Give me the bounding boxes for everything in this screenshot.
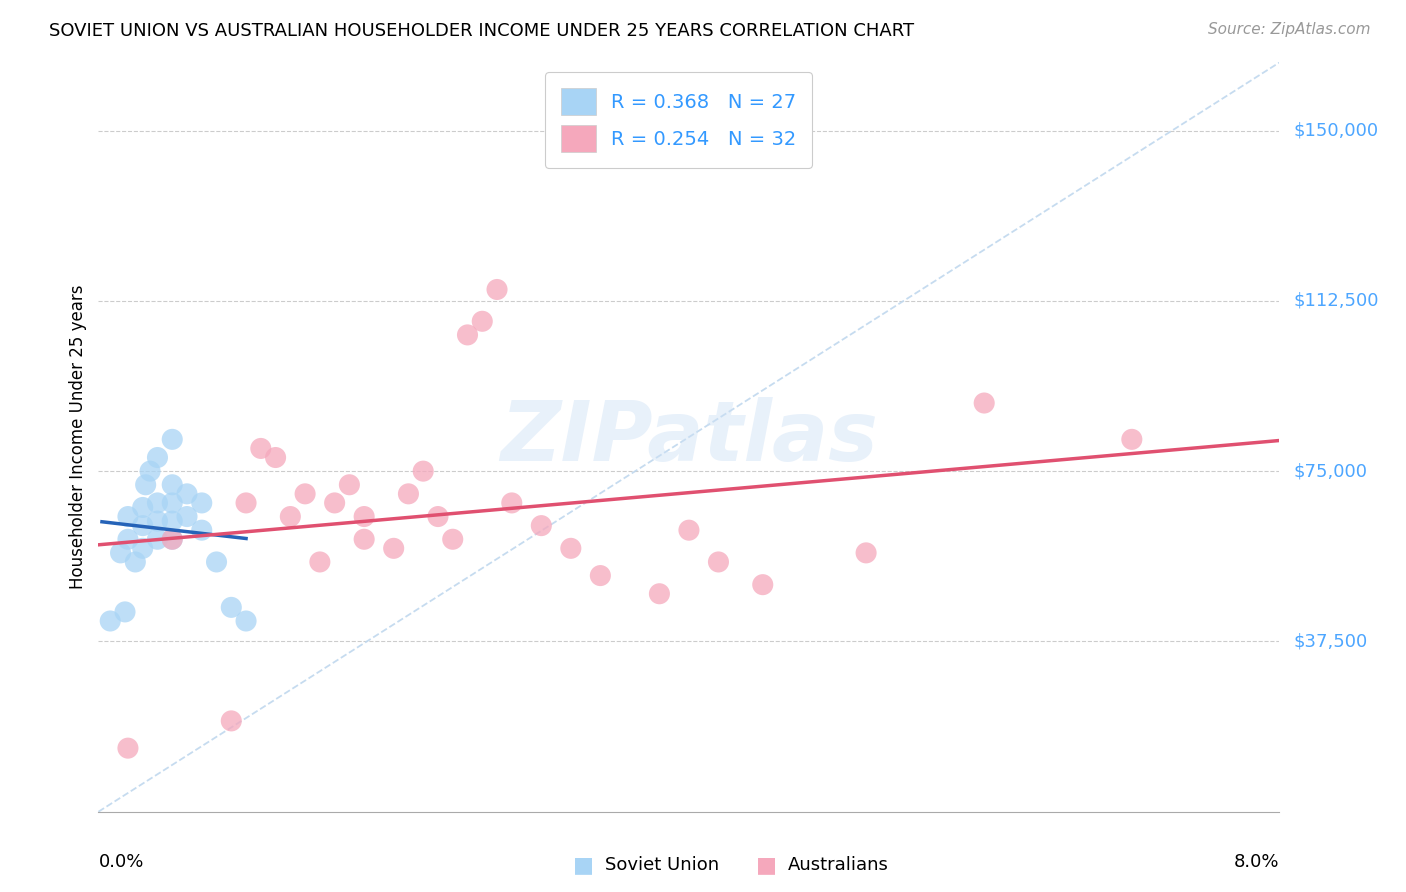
- Text: 8.0%: 8.0%: [1234, 853, 1279, 871]
- Point: [191, 523, 214, 537]
- Point: [353, 509, 375, 524]
- Point: [117, 509, 139, 524]
- Point: [162, 433, 183, 447]
- Point: [396, 487, 419, 501]
- Point: [176, 487, 198, 501]
- Point: [278, 509, 301, 524]
- Point: [250, 442, 273, 456]
- Text: Australians: Australians: [787, 856, 889, 874]
- Point: [426, 509, 449, 524]
- Point: [412, 464, 434, 478]
- Point: [678, 523, 700, 537]
- Point: [648, 587, 671, 601]
- Point: [294, 487, 316, 501]
- Text: $112,500: $112,500: [1294, 292, 1379, 310]
- Point: [191, 496, 214, 510]
- Point: [114, 605, 136, 619]
- Point: [308, 555, 332, 569]
- Text: ■: ■: [574, 855, 593, 875]
- Point: [205, 555, 228, 569]
- Point: [162, 496, 183, 510]
- Point: [132, 500, 155, 515]
- Text: SOVIET UNION VS AUSTRALIAN HOUSEHOLDER INCOME UNDER 25 YEARS CORRELATION CHART: SOVIET UNION VS AUSTRALIAN HOUSEHOLDER I…: [49, 22, 914, 40]
- Point: [1121, 433, 1143, 447]
- Point: [219, 714, 242, 728]
- Point: [264, 450, 287, 465]
- Point: [560, 541, 582, 556]
- Point: [337, 477, 360, 491]
- Point: [323, 496, 346, 510]
- Point: [235, 496, 257, 510]
- Text: Source: ZipAtlas.com: Source: ZipAtlas.com: [1208, 22, 1371, 37]
- Point: [162, 477, 183, 491]
- Point: [456, 327, 478, 342]
- Text: 0.0%: 0.0%: [98, 853, 143, 871]
- Point: [235, 614, 257, 628]
- Point: [441, 533, 464, 547]
- Point: [162, 514, 183, 528]
- Point: [146, 533, 169, 547]
- Point: [353, 533, 375, 547]
- Point: [132, 518, 155, 533]
- Point: [751, 577, 773, 591]
- Point: [707, 555, 730, 569]
- Point: [471, 314, 494, 328]
- Text: $75,000: $75,000: [1294, 462, 1368, 480]
- Point: [530, 518, 553, 533]
- Point: [117, 533, 139, 547]
- Point: [219, 600, 242, 615]
- Point: [146, 496, 169, 510]
- Point: [382, 541, 405, 556]
- Point: [124, 555, 146, 569]
- Point: [501, 496, 523, 510]
- Text: ■: ■: [756, 855, 776, 875]
- Point: [117, 741, 139, 756]
- Point: [855, 546, 877, 560]
- Point: [973, 396, 995, 410]
- Point: [135, 477, 157, 491]
- Point: [485, 283, 508, 297]
- Text: Soviet Union: Soviet Union: [605, 856, 718, 874]
- Legend: R = 0.368   N = 27, R = 0.254   N = 32: R = 0.368 N = 27, R = 0.254 N = 32: [546, 72, 813, 168]
- Point: [162, 533, 183, 547]
- Text: ZIPatlas: ZIPatlas: [501, 397, 877, 477]
- Point: [98, 614, 121, 628]
- Point: [146, 514, 169, 528]
- Point: [132, 541, 155, 556]
- Point: [589, 568, 612, 582]
- Point: [146, 450, 169, 465]
- Text: $150,000: $150,000: [1294, 121, 1378, 139]
- Point: [176, 509, 198, 524]
- Text: $37,500: $37,500: [1294, 632, 1368, 650]
- Point: [139, 464, 162, 478]
- Point: [162, 533, 183, 547]
- Point: [110, 546, 132, 560]
- Y-axis label: Householder Income Under 25 years: Householder Income Under 25 years: [69, 285, 87, 590]
